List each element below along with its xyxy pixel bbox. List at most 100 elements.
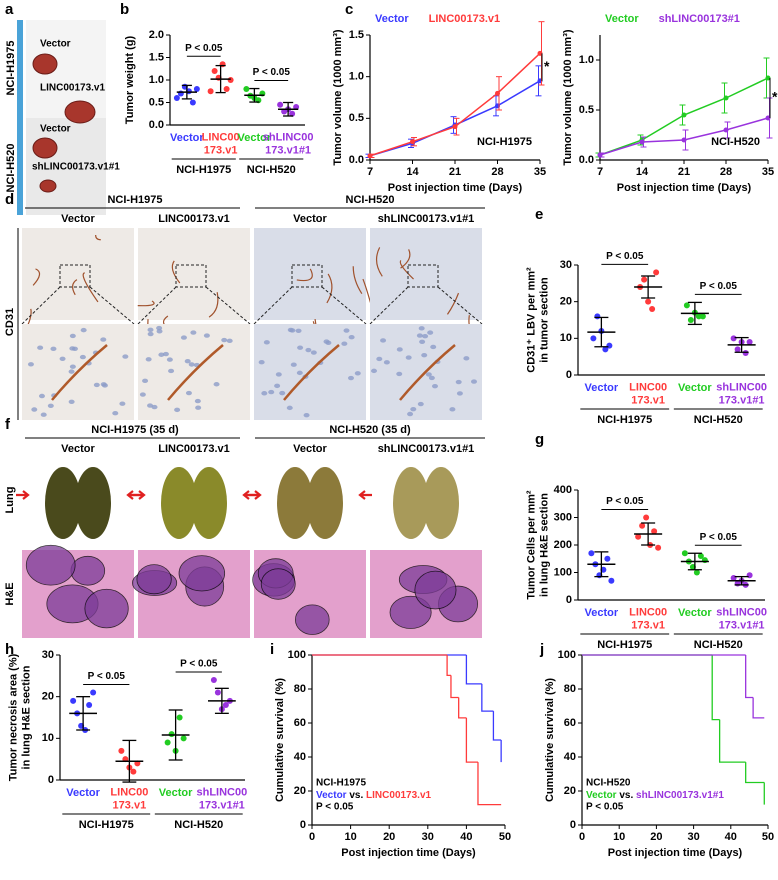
panel-letter: d (5, 191, 14, 208)
y-tick-label: 200 (554, 539, 572, 551)
data-point (746, 339, 753, 345)
legend-title: NCI-H1975 (316, 778, 366, 789)
data-point (367, 153, 373, 159)
vessel (72, 279, 78, 296)
y-tick-label: 10 (42, 732, 54, 744)
nucleus (145, 357, 152, 362)
error-bar (249, 87, 260, 103)
error-bar (283, 101, 294, 117)
category-label: LINC00 173.v1 (110, 786, 148, 811)
legend-entry: Vector (605, 13, 639, 25)
legend-entry: shLINC00173#1 (659, 13, 740, 25)
nucleus (430, 344, 437, 350)
nucleus (456, 391, 463, 396)
nucleus (50, 346, 57, 352)
nucleus (279, 390, 286, 396)
tumor-nodule (178, 555, 226, 592)
micrograph (370, 228, 482, 320)
x-tick-label: 35 (534, 166, 546, 178)
category-label: Vector (238, 132, 272, 144)
category-label: shLINC00 173.v1#1 (716, 606, 767, 631)
nucleus (195, 405, 202, 410)
data-point (210, 677, 217, 683)
nucleus (296, 370, 303, 376)
cell-line-label: NCI-H1975 (5, 40, 17, 95)
x-tick-label: 40 (460, 831, 472, 843)
group-label: NCI-H520 (174, 819, 223, 831)
vessel (362, 278, 372, 303)
data-point (639, 522, 646, 529)
error-bar (641, 522, 656, 546)
panel-letter: j (539, 641, 544, 658)
nucleus (147, 403, 154, 408)
data-point (649, 306, 656, 312)
data-point (207, 88, 214, 95)
category-label: Vector (585, 607, 619, 619)
nucleus (343, 328, 350, 333)
zoom-line (137, 286, 177, 325)
legend-separator: vs. (619, 790, 633, 801)
y-tick-label: 0 (48, 774, 54, 786)
vessel (167, 344, 224, 401)
micrograph (254, 228, 366, 320)
x-axis-label: Post injection time (Days) (608, 847, 743, 859)
data-point (588, 550, 595, 557)
zoom-line (369, 286, 409, 325)
zoom-box (291, 264, 323, 288)
nucleus (463, 356, 470, 361)
p-value: P < 0.05 (606, 251, 644, 262)
data-point (742, 350, 749, 356)
nucleus (27, 362, 34, 367)
y-axis-label: Tumor weight (g) (124, 35, 136, 124)
x-tick-label: 30 (422, 831, 434, 843)
tumor-nodule (136, 564, 172, 595)
panel-letter: h (5, 641, 14, 658)
text-line: shLINC00 (716, 606, 767, 618)
vessel (326, 273, 333, 304)
x-tick-label: 21 (449, 166, 461, 178)
nucleus (162, 351, 169, 357)
y-tick-label: 40 (294, 751, 306, 763)
group-label: NCI-H1975 (597, 414, 652, 426)
zoom-line (437, 286, 483, 325)
nucleus (290, 362, 297, 367)
nucleus (383, 360, 390, 365)
text-line: 173.v1 (631, 620, 665, 632)
error-bar (641, 275, 656, 299)
zoom-line (89, 286, 135, 325)
micrograph (22, 228, 134, 320)
text-line: LINC00 (629, 606, 667, 618)
nucleus (156, 325, 163, 331)
vessel (399, 259, 414, 280)
nucleus (289, 328, 296, 333)
nucleus (449, 407, 456, 412)
data-point (410, 139, 415, 145)
category-label: shLINC00 173.v1#1 (263, 131, 314, 156)
x-tick-label: 0 (579, 831, 585, 843)
error-bar (181, 84, 192, 100)
legend-separator: vs. (349, 790, 363, 801)
nucleus (354, 371, 361, 376)
zoom-box (407, 264, 439, 288)
text-line: Tumor necrosis area (%) (7, 653, 19, 781)
y-axis-label: CD31⁺ LBV per mm²in tumor section (525, 267, 550, 373)
nucleus (226, 338, 233, 344)
nucleus (37, 345, 44, 350)
tumor-nodule (84, 588, 129, 629)
y-axis-label: Tumor Cells per mm²in lung H&E section (525, 490, 550, 600)
y-tick-label: 1.0 (149, 74, 164, 86)
vessel (82, 272, 99, 303)
y-tick-label: 60 (294, 717, 306, 729)
y-axis-label: Tumor necrosis area (%)in lung H&E secti… (7, 653, 32, 781)
x-tick-label: 14 (636, 166, 649, 178)
nucleus (180, 335, 187, 340)
data-point (683, 302, 690, 309)
zoom-line (21, 286, 61, 325)
data-point (602, 346, 609, 353)
nucleus (184, 358, 191, 364)
y-tick-label: 1.0 (349, 71, 364, 83)
survival-step (752, 697, 765, 719)
y-tick-label: 0 (566, 369, 572, 381)
significance: * (772, 89, 778, 105)
data-point (173, 95, 180, 101)
